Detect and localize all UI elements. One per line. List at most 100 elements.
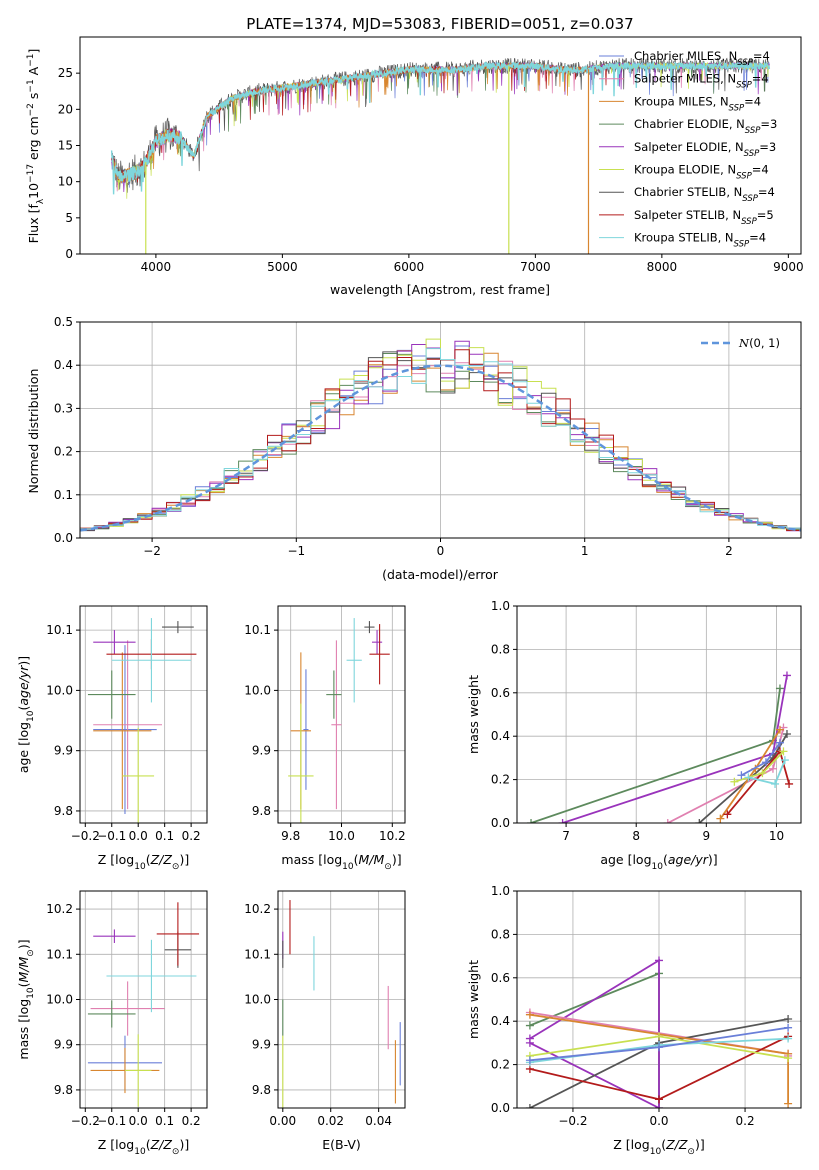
label-part: E(B-V) — [322, 1137, 361, 1152]
label-part: mass [ — [281, 852, 323, 867]
ylabel-part: −2 — [26, 103, 36, 116]
panel-xlabel: Z [log10(Z/Z⊙)] — [98, 1137, 189, 1157]
weight-series-chabrier-miles — [737, 738, 784, 780]
label-part: Z/Z — [665, 1137, 688, 1152]
y-tick-label: 9.8 — [54, 1083, 73, 1097]
age-vs-metallicity-panel: −0.2−0.1 0.0 0.1 0.29.89.910.010.1Z [log10(… — [16, 605, 208, 872]
ylabel-part: 10 — [26, 183, 41, 199]
y-tick-label: 0.8 — [491, 927, 510, 941]
x-tick-label: 0.04 — [365, 1114, 392, 1128]
label-part: log — [323, 852, 342, 867]
y-tick-label: 0.2 — [54, 445, 73, 459]
x-tick-label: 1 — [581, 544, 589, 558]
y-tick-label: 0.6 — [491, 971, 510, 985]
legend-name: Chabrier ELODIE, N — [634, 117, 745, 131]
label-part: )] — [179, 1137, 189, 1152]
errorbar-point-kroupa-miles — [93, 652, 152, 810]
y-tick-label: 0.2 — [491, 773, 510, 787]
y-tick-label: 9.8 — [252, 804, 271, 818]
label-part: Z [ — [98, 1137, 115, 1152]
residuals-legend: N(0, 1) — [701, 336, 780, 350]
weight-marker — [525, 1038, 534, 1047]
x-tick-label: −0.2 — [71, 1114, 100, 1128]
ylabel-part: s — [26, 93, 41, 104]
legend-sub: SSP — [729, 103, 745, 113]
legend-tail: =4 — [752, 72, 769, 86]
errorbar-point-chabrier-elodie — [87, 670, 136, 719]
label-part: )] — [16, 939, 31, 949]
mass-vs-metallicity-panel: −0.2−0.1 0.0 0.1 0.29.89.910.010.110.2Z [lo… — [16, 890, 208, 1157]
x-tick-label: 9.8 — [281, 829, 300, 843]
y-tick-label: 25 — [58, 66, 73, 80]
label-part: ( — [663, 852, 668, 867]
legend-label: Kroupa MILES, NSSP=4 — [634, 94, 761, 113]
spectrum-ylabel: Flux [fλ10−17 erg cm−2 s−1 A−1] — [26, 49, 46, 244]
y-tick-label: 9.8 — [252, 1083, 271, 1097]
label-subscript: 10 — [652, 862, 664, 872]
ylabel-part: −1 — [26, 79, 36, 92]
weight-marker — [775, 684, 784, 693]
x-tick-label: 0.00 — [269, 1114, 296, 1128]
weight-marker — [775, 738, 784, 747]
errorbar-point-chabrier-elodie — [87, 1000, 136, 1028]
errorbar-point-kroupa-elodie — [122, 727, 155, 823]
errorbar-point-salpeter-elodie — [93, 929, 136, 943]
y-tick-label: 0.4 — [54, 358, 73, 372]
label-part: mass [ — [16, 1018, 31, 1060]
label-subscript: 10 — [134, 862, 146, 872]
x-tick-label: 0.2 — [182, 1114, 201, 1128]
y-tick-label: 0.2 — [491, 1058, 510, 1072]
errorbar-point-salpeter-miles — [93, 640, 163, 810]
legend-tail: =3 — [760, 117, 777, 131]
weight-marker — [558, 819, 567, 823]
panel-xlabel: E(B-V) — [322, 1137, 361, 1152]
residuals-ylabel: Normed distribution — [26, 369, 41, 494]
legend-label: Salpeter ELODIE, NSSP=3 — [634, 140, 776, 159]
weight-marker — [655, 1095, 663, 1104]
residuals-axes: −2 −1 0 1 2 0.0 0.1 0.2 0.3 0.4 0.5 — [54, 315, 802, 558]
label-part: Z [ — [613, 1137, 630, 1152]
plot-content — [87, 618, 197, 823]
ylabel-part: Flux [f — [26, 204, 41, 244]
plot-content — [87, 902, 200, 1107]
weight-marker — [782, 730, 791, 739]
weight-marker — [775, 725, 784, 734]
label-part: Z [ — [98, 852, 115, 867]
x-tick-label: −1 — [287, 544, 305, 558]
label-part: M/M — [16, 956, 31, 982]
panel-xlabel: Z [log10(Z/Z⊙)] — [613, 1137, 704, 1157]
y-tick-label: 1.0 — [491, 599, 510, 613]
errorbar-point-salpeter-miles — [90, 981, 165, 1036]
spectrum-plot-area — [110, 57, 771, 254]
weight-marker — [771, 779, 780, 788]
legend-tail: =5 — [757, 208, 774, 222]
legend-label: Kroupa STELIB, NSSP=4 — [634, 231, 766, 250]
y-tick-label: 10.0 — [244, 993, 271, 1007]
ylabel-part: −17 — [26, 164, 36, 183]
x-tick-label: −0.1 — [97, 829, 126, 843]
y-tick-label: 10.0 — [46, 683, 73, 697]
x-tick-label: 9 — [703, 829, 711, 843]
normal-args: (0, 1) — [749, 336, 780, 350]
spectrum-xlabel: wavelength [Angstrom, rest frame] — [330, 282, 550, 297]
label-part: log — [115, 1137, 134, 1152]
legend-name: Kroupa MILES, N — [634, 94, 729, 108]
label-part: age/yr — [16, 665, 31, 706]
ylabel-part: λ — [36, 198, 46, 204]
age-vs-mass-panel: 9.8 10.0 10.2 9.8 9.9 10.0 10.1 mass [log10(M/M… — [244, 605, 406, 872]
legend-name: Salpeter ELODIE, N — [634, 140, 744, 154]
errorbar-point-chabrier-elodie — [326, 670, 342, 719]
ylabel-part: −1 — [26, 54, 36, 67]
y-tick-label: 0.1 — [54, 488, 73, 502]
weight-marker — [525, 1021, 534, 1030]
label-part: ( — [354, 852, 359, 867]
errorbar-point-kroupa-elodie — [288, 703, 314, 823]
x-tick-label: 0 — [437, 544, 445, 558]
label-subscript: 10 — [342, 862, 354, 872]
weight-marker — [785, 779, 794, 788]
label-subscript: 10 — [650, 1147, 662, 1157]
legend-tail: =4 — [749, 231, 766, 245]
errorbar-point-kroupa-stelib — [346, 618, 362, 703]
x-tick-label: −0.2 — [71, 829, 100, 843]
